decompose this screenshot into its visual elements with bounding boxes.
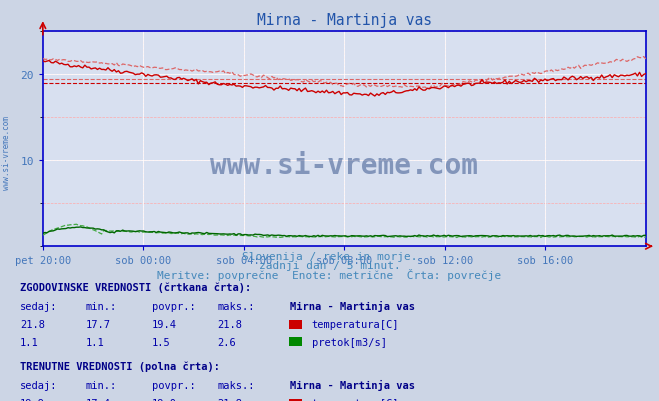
Text: Mirna - Martinja vas: Mirna - Martinja vas [290, 379, 415, 390]
Text: Meritve: povprečne  Enote: metrične  Črta: povrečje: Meritve: povprečne Enote: metrične Črta:… [158, 268, 501, 280]
Text: temperatura[C]: temperatura[C] [312, 320, 399, 330]
Text: 1.1: 1.1 [20, 337, 38, 347]
Text: maks.:: maks.: [217, 302, 255, 312]
Text: 1.5: 1.5 [152, 337, 170, 347]
Text: povpr.:: povpr.: [152, 302, 195, 312]
Text: 1.1: 1.1 [86, 337, 104, 347]
Text: Mirna - Martinja vas: Mirna - Martinja vas [290, 300, 415, 312]
Text: zadnji dan / 5 minut.: zadnji dan / 5 minut. [258, 261, 401, 271]
Text: 17.4: 17.4 [86, 398, 111, 401]
Text: TRENUTNE VREDNOSTI (polna črta):: TRENUTNE VREDNOSTI (polna črta): [20, 360, 219, 371]
Text: 19.4: 19.4 [152, 320, 177, 330]
Text: 19.0: 19.0 [152, 398, 177, 401]
Text: povpr.:: povpr.: [152, 380, 195, 390]
Text: maks.:: maks.: [217, 380, 255, 390]
Text: 19.9: 19.9 [20, 398, 45, 401]
Text: 21.8: 21.8 [20, 320, 45, 330]
Text: ZGODOVINSKE VREDNOSTI (črtkana črta):: ZGODOVINSKE VREDNOSTI (črtkana črta): [20, 282, 251, 293]
Text: min.:: min.: [86, 380, 117, 390]
Text: www.si-vreme.com: www.si-vreme.com [210, 151, 478, 179]
Text: min.:: min.: [86, 302, 117, 312]
Text: 17.7: 17.7 [86, 320, 111, 330]
Text: pretok[m3/s]: pretok[m3/s] [312, 337, 387, 347]
Text: www.si-vreme.com: www.si-vreme.com [2, 115, 11, 189]
Text: Slovenija / reke in morje.: Slovenija / reke in morje. [242, 251, 417, 261]
Text: sedaj:: sedaj: [20, 380, 57, 390]
Text: 2.6: 2.6 [217, 337, 236, 347]
Text: 21.8: 21.8 [217, 398, 243, 401]
Title: Mirna - Martinja vas: Mirna - Martinja vas [257, 13, 432, 28]
Text: 21.8: 21.8 [217, 320, 243, 330]
Text: sedaj:: sedaj: [20, 302, 57, 312]
Text: temperatura[C]: temperatura[C] [312, 398, 399, 401]
